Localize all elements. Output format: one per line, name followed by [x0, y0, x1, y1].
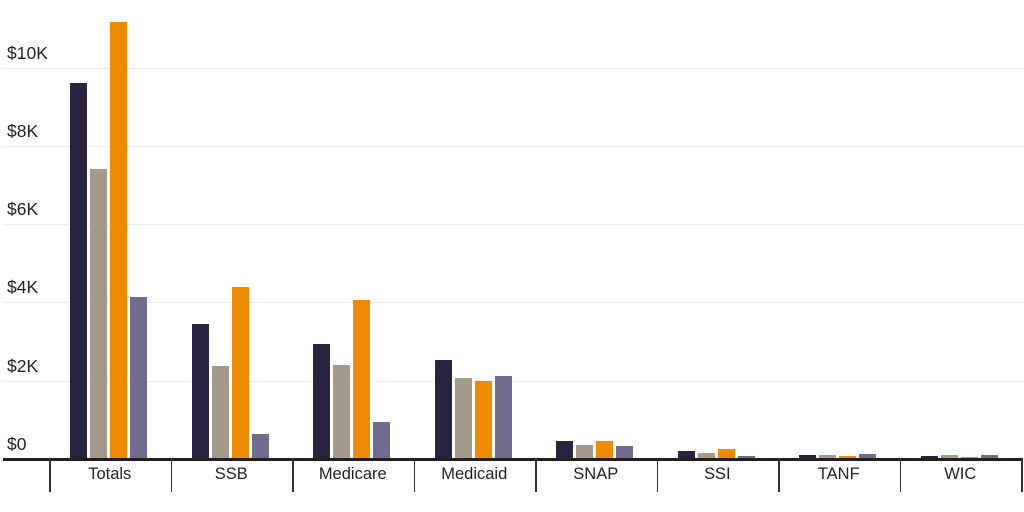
- category-tick: [170, 458, 172, 492]
- bar-slate-totals: [130, 296, 147, 459]
- category-tick: [656, 458, 658, 492]
- bar-slate-wic: [980, 454, 998, 459]
- y-axis-label: $10K: [7, 42, 48, 63]
- bar-navy-tanf: [799, 454, 816, 459]
- gridline: [3, 380, 1024, 382]
- category-label-medicaid: Medicaid: [441, 465, 508, 483]
- bar-slate-ssi: [737, 455, 755, 459]
- bar-tan-tanf: [819, 455, 836, 459]
- gridline: [3, 224, 1024, 226]
- category-tick: [49, 458, 51, 492]
- gridline: [3, 302, 1024, 304]
- bar-slate-ssb: [251, 433, 269, 459]
- bar-navy-snap: [556, 440, 573, 459]
- bar-orange-medicare: [353, 300, 370, 459]
- bar-tan-ssb: [211, 365, 229, 459]
- category-label-totals: Totals: [88, 465, 132, 483]
- category-label-wic: WIC: [944, 465, 977, 483]
- category-tick: [292, 458, 294, 492]
- category-label-ssi: SSI: [703, 465, 731, 483]
- category-label-tanf: TANF: [817, 465, 860, 483]
- y-axis-label: $2K: [7, 355, 39, 376]
- bar-orange-totals: [110, 22, 127, 459]
- bar-slate-tanf: [859, 454, 876, 459]
- y-axis-label: $6K: [7, 199, 39, 220]
- bar-navy-ssb: [191, 323, 209, 459]
- bar-orange-medicaid: [474, 381, 492, 459]
- bar-orange-snap: [596, 441, 613, 459]
- bar-slate-medicare: [373, 421, 390, 459]
- bar-tan-snap: [576, 444, 593, 459]
- bar-navy-medicaid: [434, 360, 452, 459]
- bar-tan-ssi: [697, 453, 715, 459]
- category-label-ssb: SSB: [214, 465, 248, 483]
- bar-tan-wic: [940, 455, 958, 459]
- y-axis-label: $8K: [7, 120, 39, 141]
- x-axis-line: [3, 458, 1021, 461]
- category-label-snap: SNAP: [573, 465, 619, 483]
- bar-navy-totals: [70, 83, 87, 459]
- bar-slate-medicaid: [494, 376, 512, 459]
- bar-orange-ssi: [717, 448, 735, 459]
- category-tick: [535, 458, 537, 492]
- bar-tan-medicare: [333, 365, 350, 459]
- bar-tan-totals: [90, 169, 107, 459]
- category-tick: [413, 458, 415, 492]
- bar-slate-snap: [616, 445, 633, 459]
- category-tick: [1021, 458, 1023, 492]
- category-label-medicare: Medicare: [318, 465, 387, 483]
- y-axis-label: $4K: [7, 277, 39, 298]
- bar-navy-wic: [920, 456, 938, 459]
- gridline: [3, 67, 1024, 69]
- bar-orange-tanf: [839, 456, 856, 459]
- y-axis-label: $0: [7, 434, 27, 454]
- gridline: [3, 145, 1024, 147]
- bar-navy-ssi: [677, 450, 695, 459]
- bar-tan-medicaid: [454, 378, 472, 459]
- bar-navy-medicare: [313, 343, 330, 459]
- category-tick: [778, 458, 780, 492]
- bar-orange-ssb: [231, 286, 249, 459]
- category-tick: [899, 458, 901, 492]
